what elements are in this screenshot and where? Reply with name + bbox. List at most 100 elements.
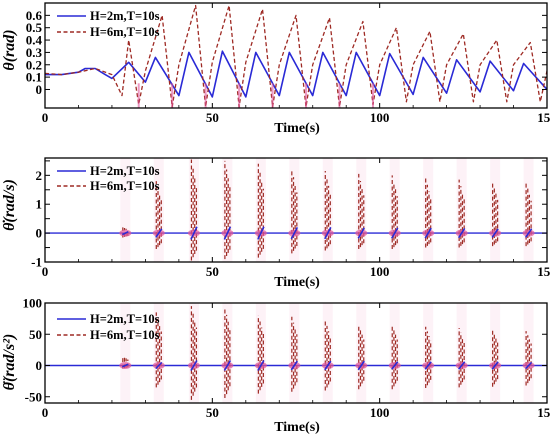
panel-theta-plot: 05010015000.10.20.30.40.50.6 <box>26 2 550 125</box>
panel-theta: θ(rad) 05010015000.10.20.30.40.50.6 H=2m… <box>1 2 550 136</box>
impact-band <box>456 158 467 262</box>
impact-band <box>153 303 164 403</box>
spike-h2 <box>391 227 399 239</box>
impact-band <box>222 158 233 262</box>
thetaddot-xtick-label: 150 <box>537 405 550 420</box>
spike-h2 <box>257 226 265 240</box>
impact-band <box>120 303 131 403</box>
thetaddot-ytick-label: 100 <box>23 296 43 311</box>
legend-label-h6: H=6m,T=10s <box>90 25 160 39</box>
legend-label-h2: H=2m,T=10s <box>90 9 160 23</box>
legend-label-h2: H=2m,T=10s <box>90 312 160 326</box>
spike-h2 <box>491 361 499 370</box>
panel-thetaddot-legend: H=2m,T=10s H=6m,T=10s <box>57 312 160 342</box>
thetadot-xtick-label: 150 <box>537 264 550 279</box>
spike-h2 <box>190 226 198 240</box>
panel-theta-legend: H=2m,T=10s H=6m,T=10s <box>57 9 160 39</box>
spike-h2 <box>122 363 129 368</box>
thetaddot-ytick-label: 50 <box>29 327 42 342</box>
impact-band <box>356 158 367 262</box>
panel-thetaddot-xlabel: Time(s) <box>274 420 320 435</box>
spike-h2 <box>290 226 299 240</box>
impact-band <box>423 303 434 403</box>
impact-band <box>255 158 266 262</box>
spike-h2 <box>458 361 466 370</box>
impact-band <box>389 303 400 403</box>
impact-band <box>289 303 300 403</box>
impact-band <box>490 158 501 262</box>
spike-h2 <box>290 360 298 371</box>
impact-band <box>490 303 501 403</box>
theta-frame <box>44 2 548 109</box>
spike-h2 <box>155 228 163 238</box>
panel-theta-ylabel: θ(rad) <box>1 29 18 70</box>
spike-h2 <box>357 360 365 371</box>
spike-h2 <box>121 230 129 236</box>
theta-xtick-label: 50 <box>206 110 219 125</box>
thetaddot-xtick-label: 100 <box>370 405 390 420</box>
spike-h2 <box>223 226 232 240</box>
impact-band <box>322 158 333 262</box>
theta-xtick-label: 0 <box>42 110 49 125</box>
spike-h2 <box>524 228 533 238</box>
theta-plot-area <box>45 4 547 108</box>
impact-band <box>222 303 233 403</box>
series-line-h6 <box>45 4 547 108</box>
spike-h2 <box>424 361 432 370</box>
impact-band <box>423 158 434 262</box>
spike-h2 <box>424 227 432 239</box>
spike-h2 <box>324 360 332 371</box>
panel-thetadot-xlabel: Time(s) <box>274 275 320 290</box>
legend-label-h2: H=2m,T=10s <box>90 164 160 178</box>
impact-band <box>322 303 333 403</box>
spike-h2 <box>525 361 533 370</box>
spike-h2 <box>357 227 365 239</box>
impact-band <box>120 158 131 262</box>
spike-h2 <box>155 361 163 370</box>
theta-ytick-label: 0.1 <box>26 70 42 85</box>
thetaddot-xtick-label: 0 <box>42 405 49 420</box>
theta-ytick-label: 0 <box>36 82 43 97</box>
theta-ytick-label: 0.4 <box>26 33 43 48</box>
legend-label-h6: H=6m,T=10s <box>90 328 160 342</box>
spike-h2 <box>457 228 466 239</box>
impact-band <box>289 158 300 262</box>
theta-ytick-label: 0.2 <box>26 57 42 72</box>
thetadot-ytick-label: 2 <box>36 168 43 183</box>
panel-thetadot-legend: H=2m,T=10s H=6m,T=10s <box>57 164 160 193</box>
series-line-h2 <box>45 50 547 98</box>
impact-band <box>356 303 367 403</box>
theta-ytick-label: 0.5 <box>26 20 43 35</box>
thetaddot-plot-area <box>45 303 547 403</box>
panel-thetadot-ylabel: θ̇(rad/s) <box>1 179 18 231</box>
thetadot-xtick-label: 50 <box>206 264 219 279</box>
impact-band <box>523 303 534 403</box>
spike-h2 <box>324 226 332 240</box>
thetaddot-ytick-label: -50 <box>25 389 42 404</box>
thetadot-frame <box>44 157 548 263</box>
thetadot-xtick-label: 100 <box>370 264 390 279</box>
impact-band <box>523 158 534 262</box>
impact-band <box>255 303 266 403</box>
thetaddot-ytick-label: 0 <box>36 358 43 373</box>
impact-band <box>188 303 199 403</box>
spike-h2 <box>391 361 399 370</box>
impact-band <box>188 158 199 262</box>
theta-ytick-label: 0.3 <box>26 45 43 60</box>
impact-band <box>456 303 467 403</box>
thetadot-xtick-label: 0 <box>42 264 49 279</box>
spike-h2 <box>491 228 499 238</box>
theta-xtick-label: 100 <box>370 110 390 125</box>
panel-thetaddot-ylabel: θ̈(rad/s²) <box>1 334 18 391</box>
panel-theta-xlabel: Time(s) <box>274 121 320 136</box>
spike-h2 <box>223 360 232 371</box>
thetadot-plot-area <box>45 158 547 262</box>
impact-band <box>153 158 164 262</box>
impact-band <box>389 158 400 262</box>
thetaddot-xtick-label: 50 <box>206 405 219 420</box>
